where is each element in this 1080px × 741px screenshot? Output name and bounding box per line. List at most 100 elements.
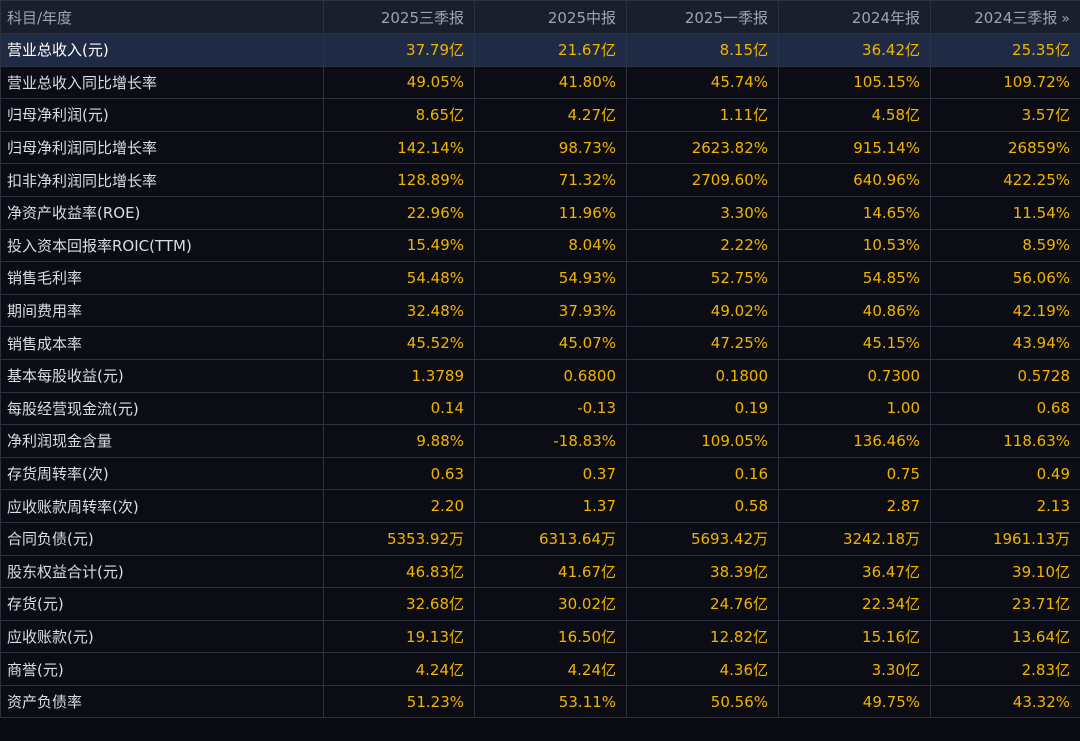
cell-value: 49.75% bbox=[778, 684, 931, 719]
cell-value: 4.24亿 bbox=[474, 652, 627, 686]
cell-value: 25.35亿 bbox=[930, 33, 1080, 67]
cell-value: 2623.82% bbox=[626, 130, 779, 165]
cell-value: 39.10亿 bbox=[930, 554, 1080, 589]
table-row[interactable]: 归母净利润同比增长率 142.14% 98.73% 2623.82% 915.14% 26… bbox=[0, 130, 1080, 165]
cell-value: 2.83亿 bbox=[930, 652, 1080, 686]
row-label: 基本每股收益(元) bbox=[0, 358, 324, 393]
cell-value: 11.96% bbox=[474, 195, 627, 230]
cell-value: 54.93% bbox=[474, 261, 627, 295]
cell-value: 38.39亿 bbox=[626, 554, 779, 589]
cell-value: 42.19% bbox=[930, 293, 1080, 328]
cell-value: 49.05% bbox=[323, 65, 475, 100]
row-label: 合同负债(元) bbox=[0, 521, 324, 556]
cell-value: 4.27亿 bbox=[474, 98, 627, 132]
row-label: 扣非净利润同比增长率 bbox=[0, 163, 324, 197]
row-label: 股东权益合计(元) bbox=[0, 554, 324, 589]
chevron-right-icon[interactable]: » bbox=[1061, 10, 1070, 27]
cell-value: 8.04% bbox=[474, 228, 627, 263]
table-row[interactable]: 销售成本率 45.52% 45.07% 47.25% 45.15% 43.94% bbox=[0, 326, 1080, 360]
cell-value: 142.14% bbox=[323, 130, 475, 165]
table-row[interactable]: 应收账款(元) 19.13亿 16.50亿 12.82亿 15.16亿 13.64亿 bbox=[0, 619, 1080, 654]
cell-value: 0.14 bbox=[323, 391, 475, 426]
cell-value: 2.20 bbox=[323, 489, 475, 523]
cell-value: 13.64亿 bbox=[930, 619, 1080, 654]
table-row[interactable]: 股东权益合计(元) 46.83亿 41.67亿 38.39亿 36.47亿 39.10亿 bbox=[0, 554, 1080, 589]
cell-value: 49.02% bbox=[626, 293, 779, 328]
cell-value: 0.1800 bbox=[626, 358, 779, 393]
table-row[interactable]: 净利润现金含量 9.88% -18.83% 109.05% 136.46% 118.63% bbox=[0, 424, 1080, 458]
cell-value: 21.67亿 bbox=[474, 33, 627, 67]
cell-value: 2.13 bbox=[930, 489, 1080, 523]
table-row[interactable]: 合同负债(元) 5353.92万 6313.64万 5693.42万 3242.18万 1… bbox=[0, 521, 1080, 556]
cell-value: 6313.64万 bbox=[474, 521, 627, 556]
cell-value: 51.23% bbox=[323, 684, 475, 719]
cell-value: 0.63 bbox=[323, 456, 475, 491]
cell-value: -0.13 bbox=[474, 391, 627, 426]
cell-value: 50.56% bbox=[626, 684, 779, 719]
table-row[interactable]: 扣非净利润同比增长率 128.89% 71.32% 2709.60% 640.96% 42… bbox=[0, 163, 1080, 197]
table-row[interactable]: 存货(元) 32.68亿 30.02亿 24.76亿 22.34亿 23.71亿 bbox=[0, 587, 1080, 621]
row-label: 存货周转率(次) bbox=[0, 456, 324, 491]
cell-value: 0.19 bbox=[626, 391, 779, 426]
cell-value: 40.86% bbox=[778, 293, 931, 328]
table-row[interactable]: 资产负债率 51.23% 53.11% 50.56% 49.75% 43.32% bbox=[0, 684, 1080, 719]
cell-value: 32.48% bbox=[323, 293, 475, 328]
cell-value: 1.00 bbox=[778, 391, 931, 426]
cell-value: 3.57亿 bbox=[930, 98, 1080, 132]
table-row[interactable]: 基本每股收益(元) 1.3789 0.6800 0.1800 0.7300 0.5728 bbox=[0, 358, 1080, 393]
table-row[interactable]: 销售毛利率 54.48% 54.93% 52.75% 54.85% 56.06% bbox=[0, 261, 1080, 295]
cell-value: 4.36亿 bbox=[626, 652, 779, 686]
cell-value: 422.25% bbox=[930, 163, 1080, 197]
cell-value: 12.82亿 bbox=[626, 619, 779, 654]
header-col-2[interactable]: 2025中报 bbox=[474, 0, 627, 34]
cell-value: 10.53% bbox=[778, 228, 931, 263]
cell-value: 1.3789 bbox=[323, 358, 475, 393]
cell-value: 53.11% bbox=[474, 684, 627, 719]
cell-value: 15.49% bbox=[323, 228, 475, 263]
row-label: 应收账款周转率(次) bbox=[0, 489, 324, 523]
cell-value: -18.83% bbox=[474, 424, 627, 458]
row-label: 净利润现金含量 bbox=[0, 424, 324, 458]
cell-value: 8.65亿 bbox=[323, 98, 475, 132]
row-label: 营业总收入(元) bbox=[0, 33, 324, 67]
cell-value: 45.52% bbox=[323, 326, 475, 360]
header-col-5[interactable]: 2024三季报» bbox=[930, 0, 1080, 34]
header-col-3[interactable]: 2025一季报 bbox=[626, 0, 779, 34]
cell-value: 3242.18万 bbox=[778, 521, 931, 556]
header-col-1[interactable]: 2025三季报 bbox=[323, 0, 475, 34]
cell-value: 0.75 bbox=[778, 456, 931, 491]
cell-value: 15.16亿 bbox=[778, 619, 931, 654]
row-label: 销售毛利率 bbox=[0, 261, 324, 295]
cell-value: 23.71亿 bbox=[930, 587, 1080, 621]
cell-value: 8.59% bbox=[930, 228, 1080, 263]
table-row[interactable]: 营业总收入同比增长率 49.05% 41.80% 45.74% 105.15% 109.7… bbox=[0, 65, 1080, 100]
cell-value: 0.58 bbox=[626, 489, 779, 523]
cell-value: 22.96% bbox=[323, 195, 475, 230]
cell-value: 43.94% bbox=[930, 326, 1080, 360]
table-row[interactable]: 每股经营现金流(元) 0.14 -0.13 0.19 1.00 0.68 bbox=[0, 391, 1080, 426]
table-row[interactable]: 净资产收益率(ROE) 22.96% 11.96% 3.30% 14.65% 11.54% bbox=[0, 195, 1080, 230]
table-row[interactable]: 期间费用率 32.48% 37.93% 49.02% 40.86% 42.19% bbox=[0, 293, 1080, 328]
table-row[interactable]: 商誉(元) 4.24亿 4.24亿 4.36亿 3.30亿 2.83亿 bbox=[0, 652, 1080, 686]
cell-value: 45.74% bbox=[626, 65, 779, 100]
row-label: 应收账款(元) bbox=[0, 619, 324, 654]
cell-value: 4.24亿 bbox=[323, 652, 475, 686]
cell-value: 2709.60% bbox=[626, 163, 779, 197]
cell-value: 47.25% bbox=[626, 326, 779, 360]
cell-value: 0.6800 bbox=[474, 358, 627, 393]
header-col-4[interactable]: 2024年报 bbox=[778, 0, 931, 34]
cell-value: 3.30亿 bbox=[778, 652, 931, 686]
table-row[interactable]: 营业总收入(元) 37.79亿 21.67亿 8.15亿 36.42亿 25.35亿 bbox=[0, 33, 1080, 67]
cell-value: 1.37 bbox=[474, 489, 627, 523]
table-row[interactable]: 归母净利润(元) 8.65亿 4.27亿 1.11亿 4.58亿 3.57亿 bbox=[0, 98, 1080, 132]
row-label: 商誉(元) bbox=[0, 652, 324, 686]
row-label: 归母净利润(元) bbox=[0, 98, 324, 132]
table-row[interactable]: 投入资本回报率ROIC(TTM) 15.49% 8.04% 2.22% 10.53% 8.… bbox=[0, 228, 1080, 263]
cell-value: 9.88% bbox=[323, 424, 475, 458]
header-label: 科目/年度 bbox=[0, 0, 324, 34]
cell-value: 4.58亿 bbox=[778, 98, 931, 132]
table-row[interactable]: 存货周转率(次) 0.63 0.37 0.16 0.75 0.49 bbox=[0, 456, 1080, 491]
cell-value: 3.30% bbox=[626, 195, 779, 230]
table-row[interactable]: 应收账款周转率(次) 2.20 1.37 0.58 2.87 2.13 bbox=[0, 489, 1080, 523]
cell-value: 32.68亿 bbox=[323, 587, 475, 621]
